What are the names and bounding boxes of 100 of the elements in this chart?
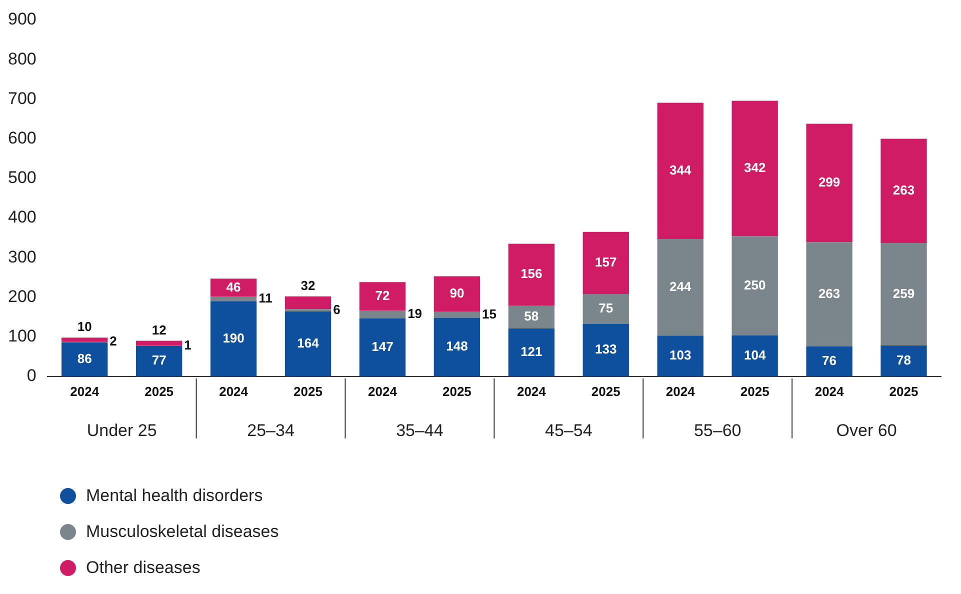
text: 55–60 — [694, 421, 742, 440]
data-label: 72 — [375, 288, 390, 303]
y-tick-label: 600 — [8, 128, 36, 148]
y-tick-label: 100 — [8, 326, 36, 346]
bar — [210, 301, 257, 376]
bar — [806, 242, 852, 346]
data-label: 78 — [896, 352, 911, 368]
data-label: 19 — [408, 306, 422, 322]
bar — [284, 311, 332, 376]
data-label: 190 — [222, 330, 244, 346]
x-tick-label: 2025 — [591, 384, 620, 399]
x-tick-label: 2024 — [70, 384, 100, 399]
data-label: 121 — [520, 344, 542, 360]
data-label: 12 — [152, 322, 166, 338]
x-tick-label: 2024 — [219, 384, 249, 399]
data-label: 259 — [892, 286, 915, 301]
bar — [880, 346, 927, 376]
data-label: 156 — [520, 266, 542, 282]
bar — [434, 276, 480, 312]
data-label: 103 — [670, 348, 692, 363]
text: Under 25 — [86, 421, 157, 440]
data-label: 263 — [892, 182, 915, 198]
bar — [806, 346, 852, 376]
x-tick-label: 2025 — [740, 384, 770, 399]
data-label: 1 — [184, 337, 192, 352]
bar — [508, 306, 555, 328]
y-tick-label: 700 — [8, 88, 36, 108]
text: 35–44 — [396, 421, 444, 440]
text: 45–54 — [545, 421, 592, 440]
data-label: 77 — [152, 352, 166, 368]
bar — [359, 318, 406, 376]
data-label: 263 — [818, 286, 840, 301]
x-tick-label: 2025 — [442, 384, 472, 399]
y-tick-label: 900 — [8, 10, 36, 29]
bar — [62, 342, 108, 376]
bar — [657, 336, 704, 376]
data-label: 164 — [297, 336, 320, 351]
x-tick-label: 2025 — [889, 384, 918, 399]
bar — [732, 236, 778, 336]
y-tick-label: 0 — [26, 366, 36, 386]
bar — [434, 312, 480, 318]
y-tick-label: 500 — [8, 168, 36, 188]
data-label: 342 — [744, 160, 766, 176]
bar — [210, 296, 257, 302]
bar — [434, 318, 480, 376]
x-tick-label: 2025 — [294, 384, 322, 399]
legend-label: Other diseases — [86, 558, 200, 578]
bar — [806, 124, 852, 242]
data-label: 250 — [744, 277, 766, 292]
data-label: 148 — [446, 338, 468, 354]
bar — [880, 242, 927, 346]
data-label: 2 — [110, 334, 117, 349]
data-label: 6 — [333, 302, 340, 317]
data-label: 157 — [595, 254, 617, 270]
x-tick-label: 2025 — [144, 384, 174, 399]
data-label: 11 — [258, 290, 272, 306]
bar — [284, 296, 332, 310]
bar — [136, 346, 182, 376]
bar — [582, 232, 629, 294]
data-label: 244 — [670, 278, 692, 294]
y-tick-label: 400 — [8, 208, 36, 227]
bar — [210, 278, 257, 297]
bar — [62, 338, 108, 342]
data-label: 86 — [77, 350, 92, 366]
bar — [359, 310, 406, 318]
bar — [657, 238, 704, 336]
data-label: 76 — [822, 352, 837, 368]
text: Over 60 — [836, 421, 897, 440]
data-label: 15 — [482, 306, 496, 322]
bar — [582, 324, 629, 376]
y-tick-label: 200 — [8, 286, 36, 306]
legend-label: Mental health disorders — [86, 486, 263, 506]
data-label: 90 — [450, 286, 464, 301]
bar — [732, 335, 778, 376]
data-label: 75 — [598, 300, 614, 316]
x-tick-label: 2024 — [666, 384, 696, 399]
x-tick-label: 2024 — [814, 384, 845, 399]
bar — [732, 100, 778, 236]
data-label: 58 — [524, 308, 539, 324]
data-label: 147 — [372, 338, 394, 354]
bar — [880, 138, 927, 243]
data-label: 32 — [300, 278, 316, 293]
x-tick-label: 2024 — [516, 384, 547, 399]
bar — [508, 244, 555, 306]
data-label: 46 — [226, 279, 241, 294]
data-label: 299 — [818, 174, 840, 190]
bar — [136, 340, 182, 346]
data-label: 104 — [744, 347, 766, 362]
y-tick-label: 800 — [8, 49, 36, 68]
text: 25–34 — [247, 421, 294, 440]
bar — [359, 282, 406, 311]
y-tick-label: 300 — [8, 247, 36, 266]
x-tick-label: 2024 — [368, 384, 398, 399]
legend-label: Musculoskeletal diseases — [86, 522, 279, 542]
data-label: 10 — [77, 319, 92, 334]
data-label: 344 — [670, 162, 692, 178]
bar — [508, 328, 555, 376]
bar — [582, 294, 629, 324]
bar — [657, 102, 704, 239]
data-label: 133 — [595, 342, 617, 357]
